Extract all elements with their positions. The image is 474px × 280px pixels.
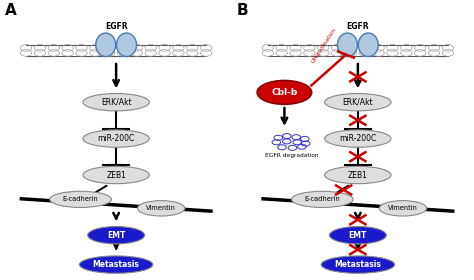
Text: ERK/Akt: ERK/Akt xyxy=(101,98,131,107)
Text: EMT: EMT xyxy=(107,231,125,240)
Text: ZEB1: ZEB1 xyxy=(348,171,368,179)
Text: B: B xyxy=(237,3,249,18)
Ellipse shape xyxy=(88,227,145,244)
Ellipse shape xyxy=(79,256,153,273)
Text: E-cadherin: E-cadherin xyxy=(304,196,340,202)
Ellipse shape xyxy=(321,256,394,273)
Ellipse shape xyxy=(257,80,311,104)
Text: ERK/Akt: ERK/Akt xyxy=(343,98,373,107)
Text: miR-200C: miR-200C xyxy=(339,134,376,143)
Text: Vimentin: Vimentin xyxy=(388,205,418,211)
Ellipse shape xyxy=(325,130,391,147)
Ellipse shape xyxy=(329,227,386,244)
Text: E-cadherin: E-cadherin xyxy=(63,196,99,202)
Text: Metastasis: Metastasis xyxy=(93,260,139,269)
Text: Ubiquitination: Ubiquitination xyxy=(310,27,337,64)
Ellipse shape xyxy=(325,166,391,184)
Text: Vimentin: Vimentin xyxy=(146,205,176,211)
Ellipse shape xyxy=(83,130,149,147)
Ellipse shape xyxy=(325,94,391,111)
Ellipse shape xyxy=(83,166,149,184)
Ellipse shape xyxy=(137,200,185,216)
Text: Metastasis: Metastasis xyxy=(335,260,381,269)
Ellipse shape xyxy=(379,200,427,216)
Text: EGFR: EGFR xyxy=(105,22,128,31)
Ellipse shape xyxy=(292,191,353,207)
Ellipse shape xyxy=(358,33,378,57)
Text: EGFR degradation: EGFR degradation xyxy=(265,153,318,158)
Text: Cbl-b: Cbl-b xyxy=(271,88,298,97)
Ellipse shape xyxy=(50,191,111,207)
Text: miR-200C: miR-200C xyxy=(98,134,135,143)
Text: A: A xyxy=(5,3,17,18)
Text: EGFR: EGFR xyxy=(346,22,369,31)
Ellipse shape xyxy=(117,33,137,57)
Ellipse shape xyxy=(83,94,149,111)
Ellipse shape xyxy=(96,33,116,57)
Text: ZEB1: ZEB1 xyxy=(106,171,126,179)
Text: EMT: EMT xyxy=(349,231,367,240)
Ellipse shape xyxy=(337,33,357,57)
